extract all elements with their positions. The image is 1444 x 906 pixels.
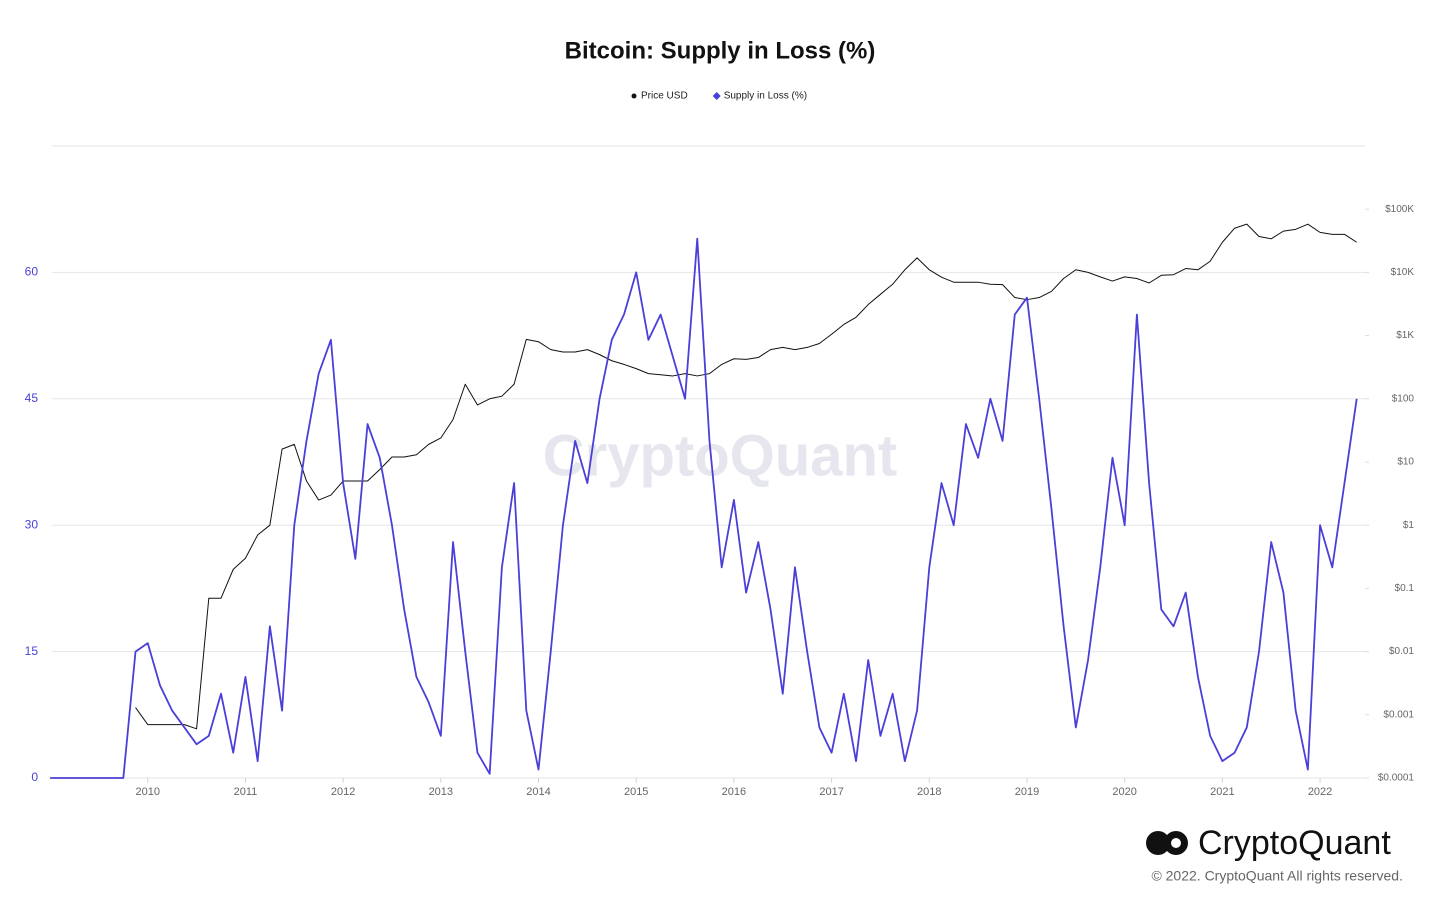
- y2-tick-label: $0.001: [1383, 709, 1414, 720]
- y2-tick-label: $0.01: [1389, 646, 1414, 657]
- y-tick-label: 45: [25, 391, 39, 405]
- x-tick-label: 2020: [1112, 786, 1136, 798]
- legend-marker: [712, 92, 721, 100]
- brand-name: CryptoQuant: [1198, 824, 1391, 862]
- y2-tick-label: $0.0001: [1378, 773, 1415, 784]
- x-tick-label: 2010: [135, 786, 159, 798]
- logo-mark: [1146, 831, 1170, 855]
- chart-title: Bitcoin: Supply in Loss (%): [565, 37, 876, 64]
- legend-label: Supply in Loss (%): [724, 91, 807, 102]
- legend: Price USD Supply in Loss (%): [631, 91, 807, 102]
- x-tick-label: 2022: [1308, 786, 1332, 798]
- y2-tick-label: $10: [1397, 457, 1414, 468]
- y2-tick-label: $1: [1403, 520, 1415, 531]
- y-tick-label: 60: [25, 265, 39, 279]
- x-tick-label: 2011: [234, 786, 258, 798]
- brand-logo: [1146, 831, 1188, 855]
- series-line: [50, 237, 1358, 779]
- x-tick-label: 2019: [1015, 786, 1039, 798]
- y-tick-label: 15: [25, 644, 39, 658]
- legend-marker: [631, 93, 637, 99]
- x-tick-label: 2015: [624, 786, 648, 798]
- logo-mark: [1171, 838, 1181, 848]
- y-tick-label: 30: [25, 517, 39, 531]
- legend-label: Price USD: [641, 91, 688, 102]
- x-tick-label: 2012: [331, 786, 355, 798]
- copyright: © 2022. CryptoQuant All rights reserved.: [1151, 868, 1403, 884]
- x-tick-label: 2013: [429, 786, 453, 798]
- x-tick-label: 2014: [526, 786, 550, 798]
- y2-tick-label: $10K: [1391, 267, 1415, 278]
- y2-tick-label: $1K: [1396, 330, 1414, 341]
- y2-tick-label: $100: [1392, 393, 1415, 404]
- series-line: [135, 223, 1357, 730]
- x-tick-label: 2018: [917, 786, 941, 798]
- watermark: CryptoQuant: [543, 423, 897, 488]
- plot-area: 0 15 30 45 60 $0.0001 $0.001 $0.01 $0.1 $1 $10 $100…: [25, 204, 1415, 798]
- y-tick-label: 0: [31, 770, 38, 784]
- y2-tick-label: $100K: [1385, 204, 1414, 215]
- y2-tick-label: $0.1: [1395, 583, 1415, 594]
- x-tick-label: 2021: [1210, 786, 1234, 798]
- x-tick-label: 2017: [819, 786, 843, 798]
- x-tick-label: 2016: [722, 786, 746, 798]
